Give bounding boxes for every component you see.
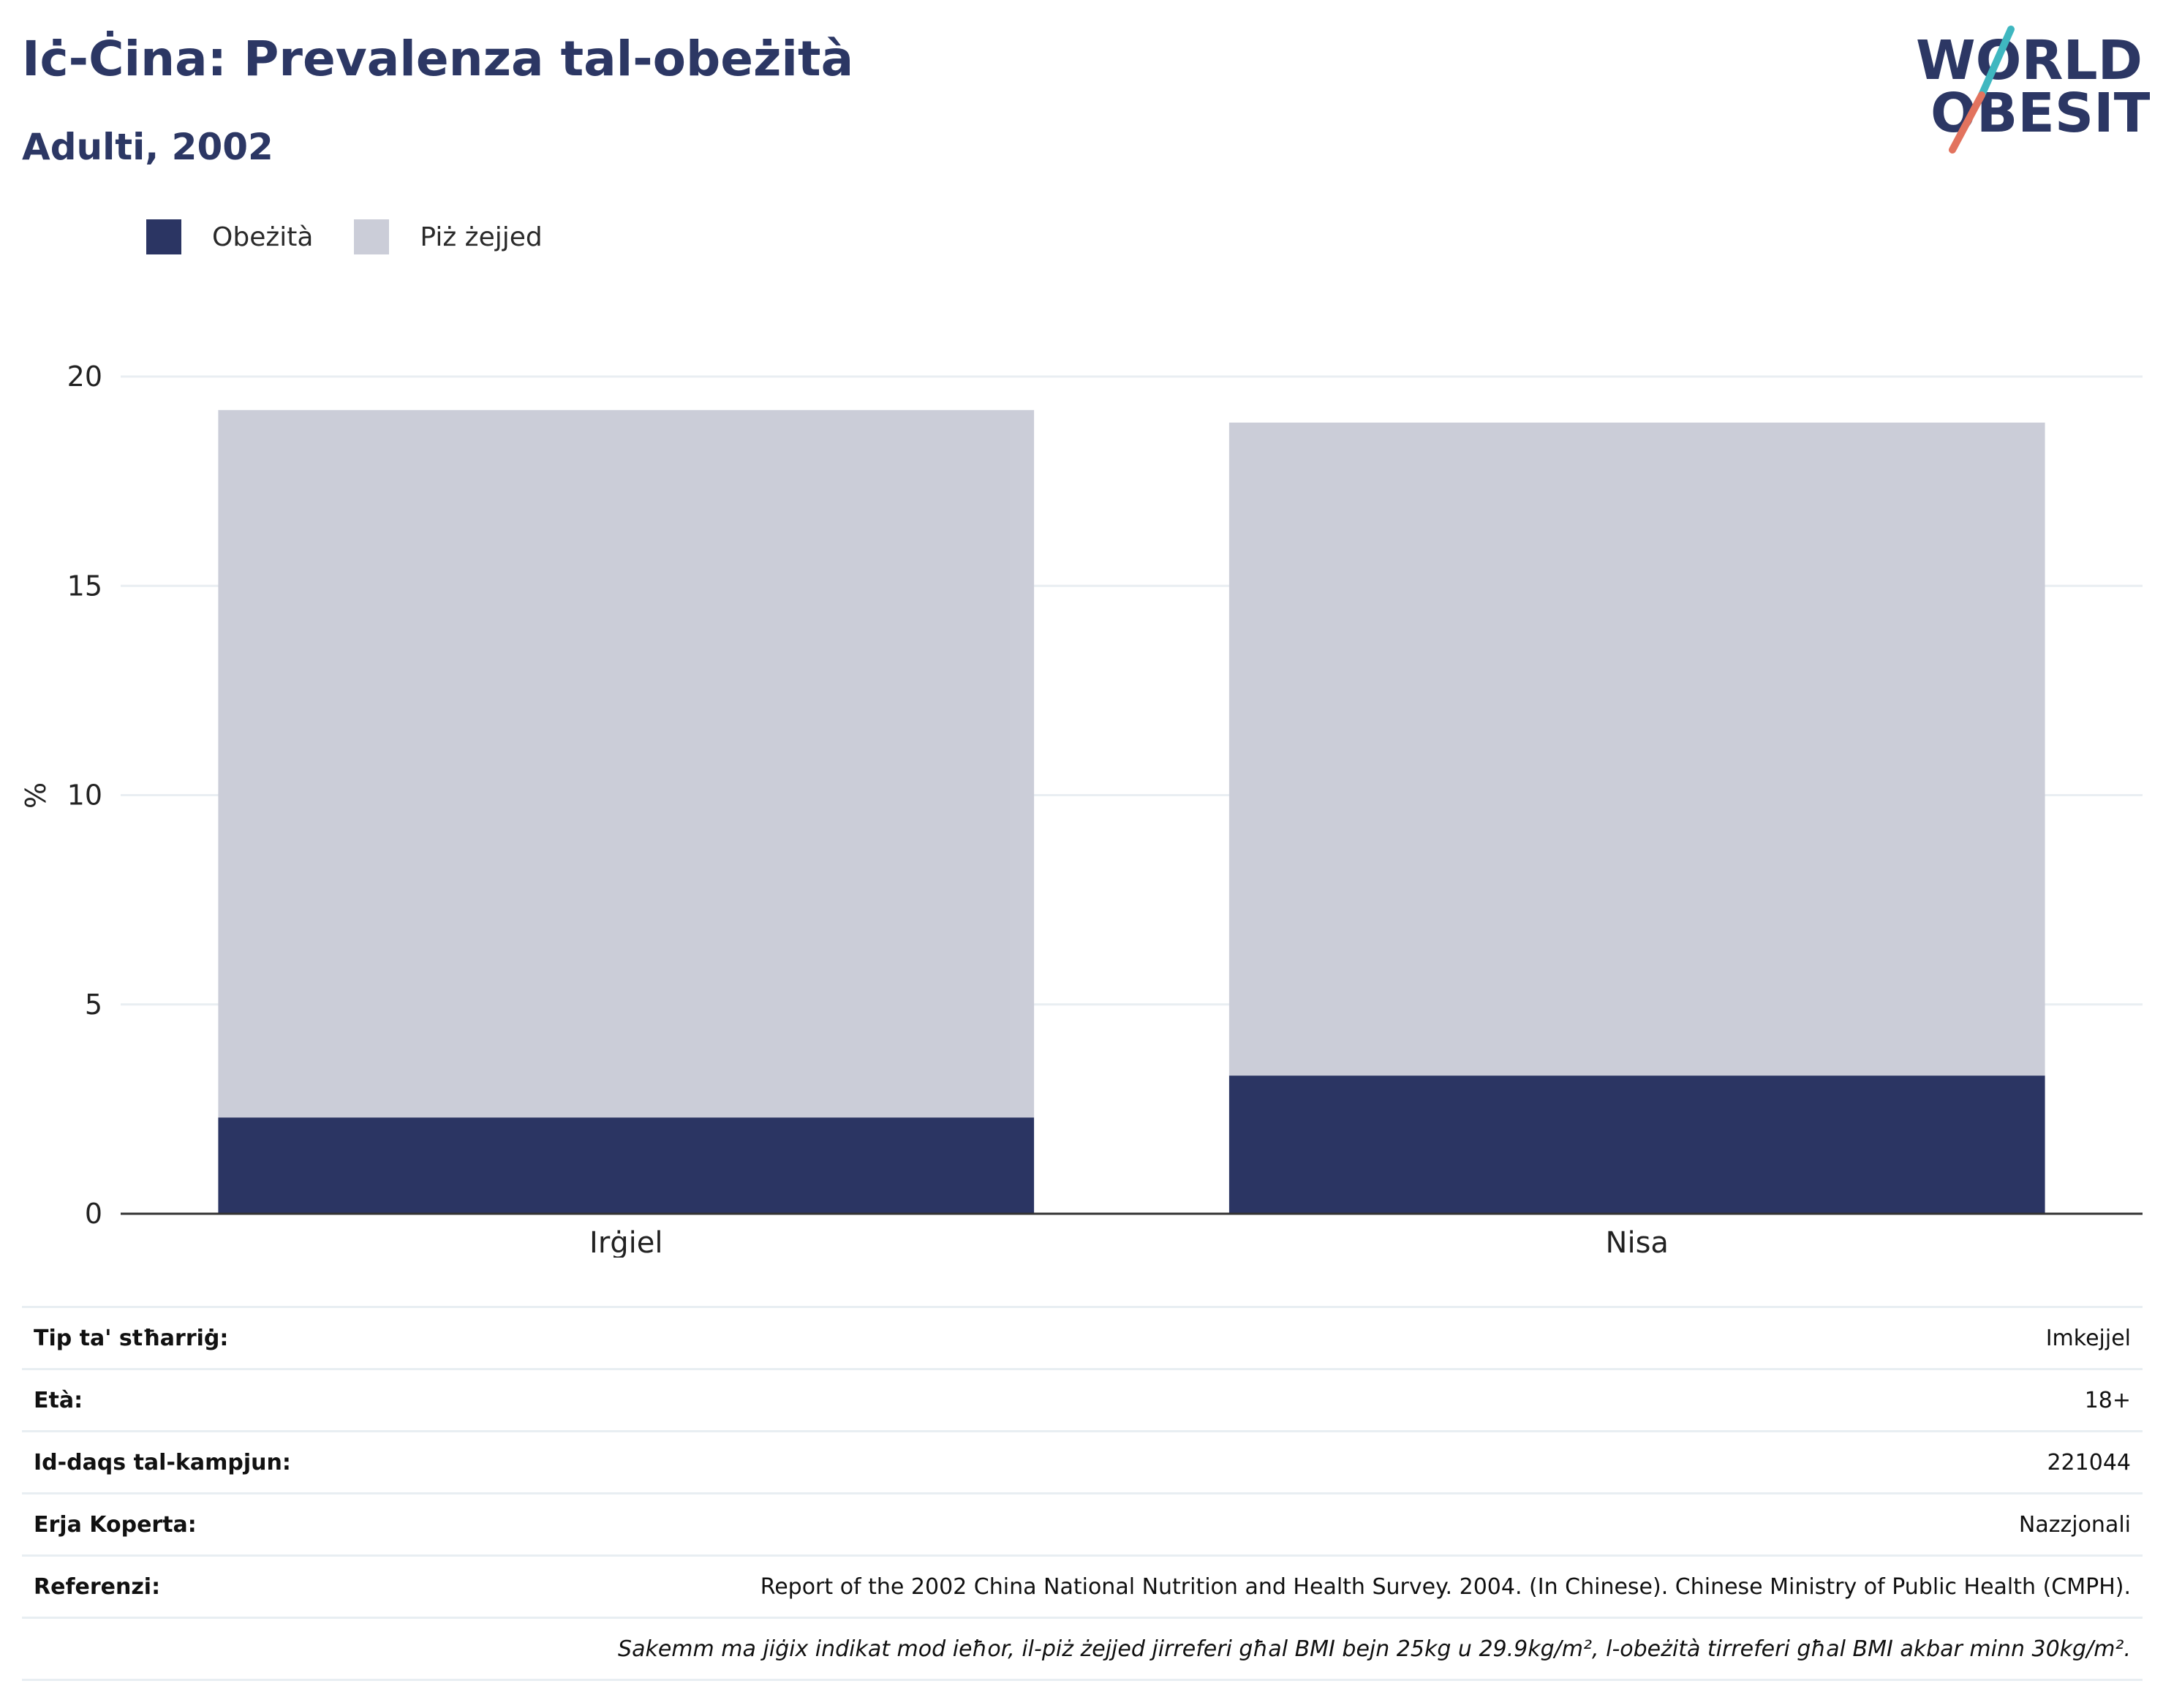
y-tick-label: 10 xyxy=(67,779,102,812)
page-subtitle: Adulti, 2002 xyxy=(22,126,273,168)
survey-info-table: Tip ta' stħarriġ: Imkejjel Età: 18+ Id-d… xyxy=(22,1306,2143,1681)
bar-overweight-men[interactable] xyxy=(218,409,1035,1118)
info-footnote: Sakemm ma jiġix indikat mod ieħor, il-pi… xyxy=(22,1617,2143,1681)
y-tick-label: 15 xyxy=(67,570,102,602)
info-label: Referenzi: xyxy=(34,1573,161,1600)
stacked-bar-chart: 0 5 10 15 20 Irġiel Nisa % xyxy=(20,360,2143,1258)
legend-swatch-overweight xyxy=(354,219,390,254)
legend-item-overweight[interactable]: Piż żejjed xyxy=(354,219,543,254)
bar-obesity-men[interactable] xyxy=(218,1117,1035,1214)
page-title: Iċ-Ċina: Prevalenza tal-obeżità xyxy=(22,31,854,87)
info-label: Tip ta' stħarriġ: xyxy=(34,1325,229,1351)
info-row-references: Referenzi: Report of the 2002 China Nati… xyxy=(22,1554,2143,1617)
info-value: Nazzjonali xyxy=(2018,1511,2131,1538)
world-obesity-logo: WORLD OBESITY xyxy=(1916,26,2150,154)
bar-obesity-women[interactable] xyxy=(1228,1076,2045,1214)
info-row-survey-type: Tip ta' stħarriġ: Imkejjel xyxy=(22,1306,2143,1368)
chart-legend: Obeżità Piż żejjed xyxy=(146,216,584,257)
legend-item-obesity[interactable]: Obeżità xyxy=(146,219,313,254)
bar-overweight-women[interactable] xyxy=(1228,422,2045,1076)
footnote-text: Sakemm ma jiġix indikat mod ieħor, il-pi… xyxy=(618,1636,2131,1662)
info-row-sample-size: Id-daqs tal-kampjun: 221044 xyxy=(22,1430,2143,1492)
info-label: Età: xyxy=(34,1387,83,1413)
y-tick-label: 5 xyxy=(85,989,102,1021)
info-row-area-covered: Erja Koperta: Nazzjonali xyxy=(22,1492,2143,1554)
info-value: Report of the 2002 China National Nutrit… xyxy=(760,1573,2131,1600)
info-value: 221044 xyxy=(2047,1449,2131,1475)
x-tick-label: Irġiel xyxy=(589,1226,663,1258)
legend-swatch-obesity xyxy=(146,219,181,254)
logo-line-2: OBESITY xyxy=(1930,82,2150,145)
legend-label-overweight: Piż żejjed xyxy=(420,222,543,252)
y-axis-label: % xyxy=(20,782,52,809)
info-value: 18+ xyxy=(2084,1387,2131,1413)
y-tick-label: 20 xyxy=(67,360,102,393)
info-label: Id-daqs tal-kampjun: xyxy=(34,1449,291,1475)
info-value: Imkejjel xyxy=(2045,1325,2131,1351)
legend-label-obesity: Obeżità xyxy=(212,222,314,252)
logo-line-1: WORLD xyxy=(1916,29,2143,92)
y-tick-label: 0 xyxy=(85,1198,102,1230)
info-label: Erja Koperta: xyxy=(34,1511,197,1538)
x-tick-label: Nisa xyxy=(1606,1226,1669,1258)
info-row-age: Età: 18+ xyxy=(22,1368,2143,1430)
